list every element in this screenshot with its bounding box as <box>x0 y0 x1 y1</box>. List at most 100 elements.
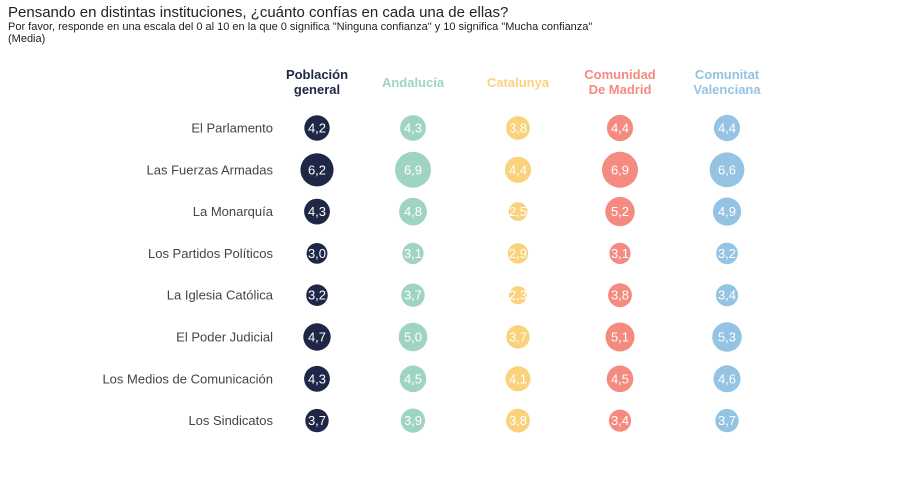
value-label: 4,3 <box>404 121 422 136</box>
bubble <box>713 365 741 393</box>
value-label: 5,0 <box>404 330 422 345</box>
value-label: 5,3 <box>718 330 736 345</box>
bubble <box>399 197 427 226</box>
column-header: Andalucía <box>382 75 445 90</box>
bubble <box>606 365 634 393</box>
value-label: 5,1 <box>611 330 629 345</box>
column-header: Población <box>286 67 348 82</box>
column-header: Catalunya <box>487 75 550 90</box>
bubble <box>606 114 634 142</box>
value-label: 4,3 <box>308 204 326 219</box>
bubble <box>715 284 739 307</box>
row-label: El Poder Judicial <box>176 330 273 345</box>
chart-title: Pensando en distintas instituciones, ¿cu… <box>8 4 509 21</box>
bubble <box>508 202 528 222</box>
row-label: Las Fuerzas Armadas <box>147 162 274 177</box>
value-label: 4,3 <box>308 371 326 386</box>
value-label: 3,2 <box>718 246 736 261</box>
bubble <box>609 242 631 264</box>
column-header: Valenciana <box>693 82 761 97</box>
bubble <box>712 322 742 352</box>
value-label: 4,5 <box>404 371 422 386</box>
row-label: Los Sindicatos <box>188 413 273 428</box>
value-label: 4,5 <box>611 371 629 386</box>
bubble <box>303 323 331 351</box>
bubble <box>304 198 330 225</box>
value-label: 2,9 <box>509 246 527 261</box>
value-label: 3,9 <box>404 413 422 428</box>
value-label: 4,4 <box>718 121 736 136</box>
value-label: 4,1 <box>509 371 527 386</box>
bubble <box>608 409 632 432</box>
bubble <box>400 115 426 141</box>
bubble <box>402 242 424 264</box>
bubble <box>399 365 427 393</box>
bubble <box>305 408 329 433</box>
bubble <box>709 152 745 188</box>
bubble <box>306 284 328 307</box>
value-label: 3,4 <box>718 288 736 303</box>
value-label: 3,8 <box>611 288 629 303</box>
value-label: 4,8 <box>404 204 422 219</box>
value-label: 4,2 <box>308 121 326 136</box>
value-label: 5,2 <box>611 204 629 219</box>
bubble <box>608 283 632 308</box>
value-label: 4,6 <box>718 371 736 386</box>
column-header: Comunitat <box>695 67 760 82</box>
value-label: 2,3 <box>509 288 527 303</box>
value-label: 4,7 <box>308 330 326 345</box>
bubble <box>506 116 530 140</box>
bubble <box>507 243 529 264</box>
bubble <box>506 408 530 433</box>
bubble <box>400 408 426 433</box>
value-label: 3,2 <box>308 288 326 303</box>
value-label: 3,7 <box>509 330 527 345</box>
value-label: 3,8 <box>509 413 527 428</box>
bubble <box>398 322 428 352</box>
value-label: 6,9 <box>611 162 629 177</box>
bubble <box>304 365 330 392</box>
value-label: 3,7 <box>404 288 422 303</box>
row-label: Los Medios de Comunicación <box>102 371 273 386</box>
value-label: 4,9 <box>718 204 736 219</box>
value-label: 2,5 <box>509 204 527 219</box>
bubble <box>304 115 330 141</box>
bubble <box>715 408 739 433</box>
value-label: 3,7 <box>308 413 326 428</box>
bubble <box>605 322 635 352</box>
row-label: La Iglesia Católica <box>167 288 274 303</box>
column-header: Comunidad <box>584 67 656 82</box>
bubble <box>716 242 738 265</box>
column-header: De Madrid <box>589 82 652 97</box>
row-label: Los Partidos Políticos <box>148 246 274 261</box>
bubble <box>504 156 532 183</box>
value-label: 6,9 <box>404 162 422 177</box>
bubble <box>505 366 531 392</box>
value-label: 3,8 <box>509 121 527 136</box>
value-label: 3,1 <box>611 246 629 261</box>
bubble <box>395 151 431 188</box>
value-label: 6,2 <box>308 162 326 177</box>
column-header: general <box>294 82 340 97</box>
chart-subtitle: Por favor, responde en una escala del 0 … <box>8 21 593 33</box>
row-label: La Monarquía <box>193 204 274 219</box>
value-label: 6,6 <box>718 162 736 177</box>
bubble <box>306 243 328 264</box>
value-label: 4,4 <box>509 162 527 177</box>
value-label: 3,7 <box>718 413 736 428</box>
chart-note: (Media) <box>8 33 46 45</box>
bubble <box>605 196 635 227</box>
bubble <box>712 197 742 226</box>
value-label: 3,0 <box>308 246 326 261</box>
bubble <box>401 283 425 307</box>
bubble <box>506 325 530 349</box>
bubble <box>300 153 334 187</box>
value-label: 4,4 <box>611 121 629 136</box>
value-label: 3,1 <box>404 246 422 261</box>
value-label: 3,4 <box>611 413 629 428</box>
bubble <box>713 114 741 142</box>
bubble <box>509 286 527 305</box>
row-label: El Parlamento <box>191 121 273 136</box>
bubble <box>602 151 638 188</box>
